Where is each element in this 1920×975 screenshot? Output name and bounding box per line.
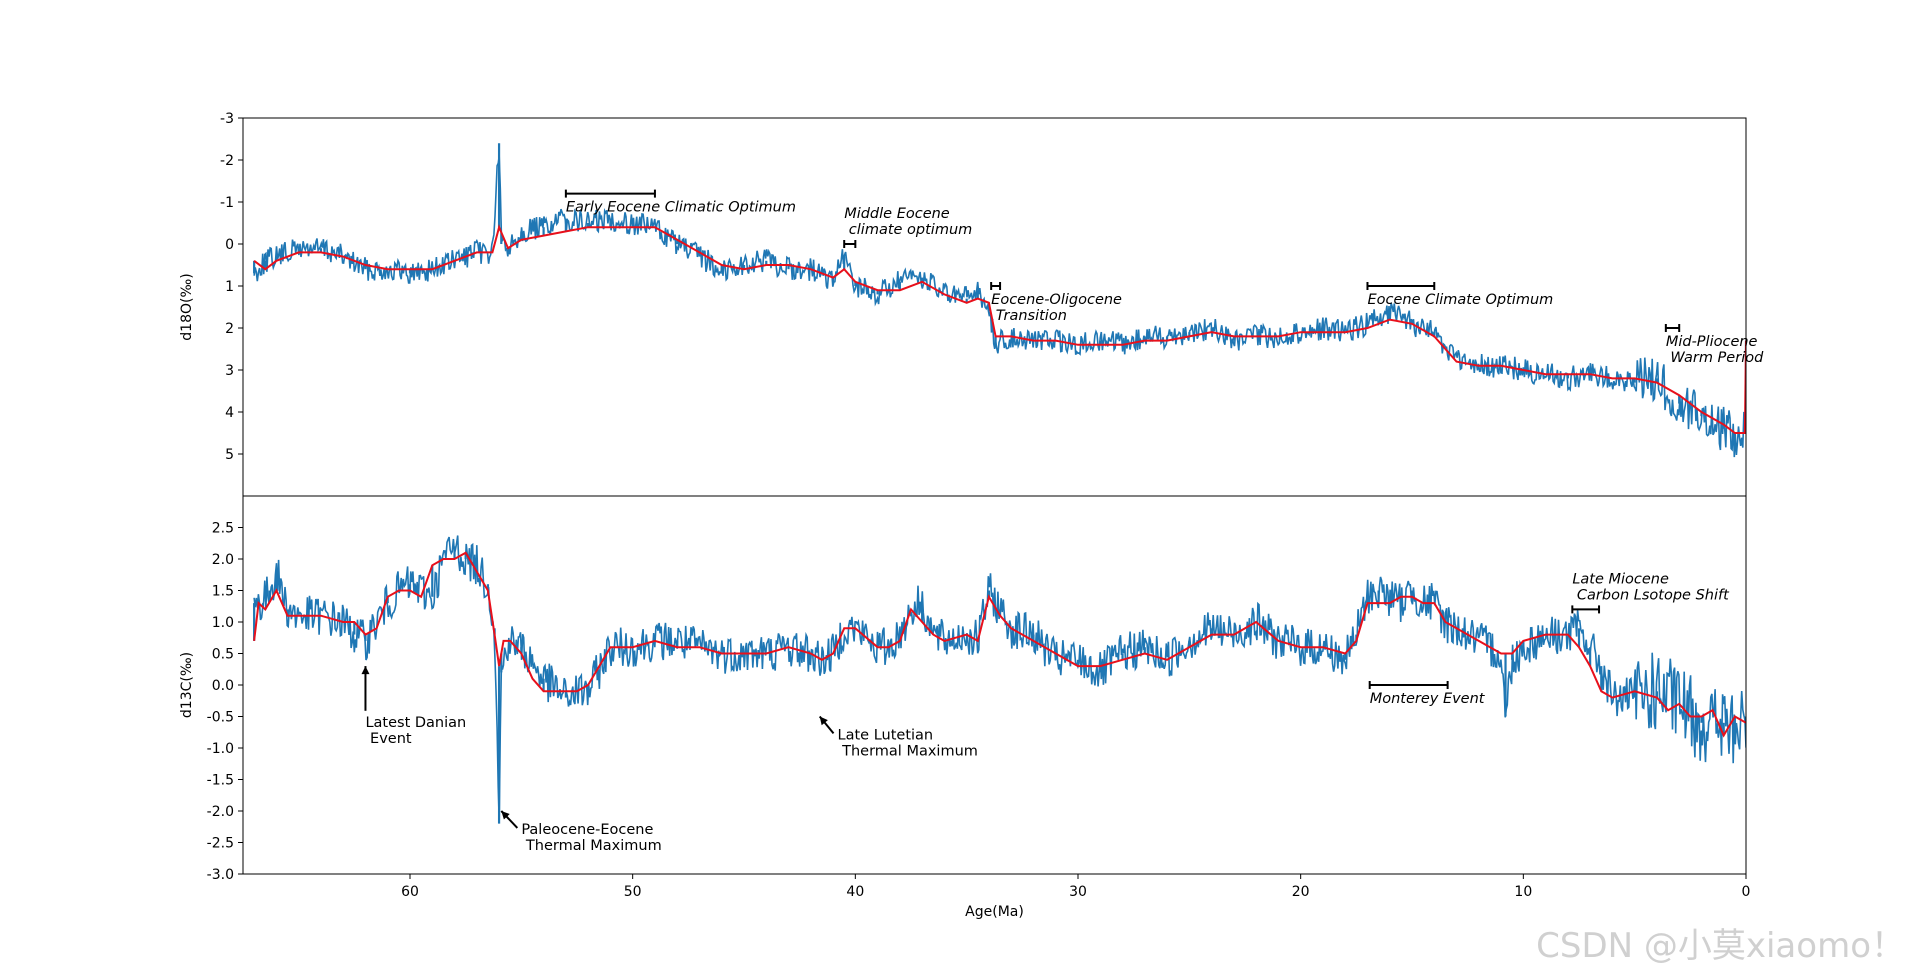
x-tick-label: 0 (1742, 884, 1751, 900)
y-tick-label: 3 (225, 363, 234, 379)
annotation-text-line: Thermal Maximum (521, 838, 661, 854)
annotation-text: Mid-Pliocene Warm Period (1666, 334, 1764, 366)
annotation-text-line: Mid-Pliocene (1666, 334, 1758, 350)
x-tick-label: 60 (401, 884, 419, 900)
annotation-text-line: Event (365, 731, 411, 747)
y-tick-label: 5 (225, 447, 234, 463)
smooth-series-line (253, 224, 1746, 434)
annotation-text-line: Paleocene-Eocene (521, 822, 653, 838)
d13c-panel: 2.5 2.0 1.5 1.0 0.5 0.0 -0.5 -1.0 -1.5 -2.0 -2.5 -3… (179, 495, 1751, 920)
annotation-text-line: Latest Danian (365, 715, 466, 731)
y-tick-label: -3 (220, 111, 234, 127)
y-tick-label: 2.0 (212, 552, 234, 568)
y-tick-label: 1.0 (212, 615, 234, 631)
annotation-text-line: Warm Period (1666, 350, 1764, 366)
y-tick-label: 0.0 (212, 678, 234, 694)
annotation-text-line: Middle Eocene (844, 206, 950, 222)
annotation-text-line: Eocene-Oligocene (991, 292, 1122, 308)
annotation-text-line: climate optimum (844, 222, 972, 238)
annotation-text: Late Miocene Carbon Lsotope Shift (1572, 571, 1730, 603)
annotation-text: Eocene Climate Optimum (1367, 292, 1553, 308)
x-tick-label: 50 (624, 884, 642, 900)
y-tick-label: -1 (220, 195, 234, 211)
y-tick-label: 2 (225, 321, 234, 337)
x-tick-label: 10 (1514, 884, 1532, 900)
d18o-panel: -3 -2 -1 0 1 2 3 4 5 d18O(‰) Early Eocene Climatic… (179, 111, 1764, 497)
annotation-text-line: Late Lutetian (838, 727, 934, 743)
plot-area (253, 535, 1746, 824)
annotation-text-line: Monterey Event (1370, 691, 1486, 707)
watermark-text: CSDN @小莫xiaomo！ (1536, 926, 1905, 966)
x-tick-label: 30 (1069, 884, 1087, 900)
y-tick-label: -0.5 (207, 710, 234, 726)
y-axis-label: d18O(‰) (179, 273, 195, 340)
y-tick-label: 4 (225, 405, 234, 421)
y-tick-label: -1.0 (207, 741, 234, 757)
y-tick-label: -3.0 (207, 867, 234, 883)
y-tick-label: 0.5 (212, 647, 234, 663)
y-tick-label: 2.5 (212, 521, 234, 537)
annotation-text-line: Early Eocene Climatic Optimum (566, 200, 796, 216)
y-tick-label: -1.5 (207, 773, 234, 789)
x-tick-label: 40 (846, 884, 864, 900)
annotation-text: Early Eocene Climatic Optimum (566, 200, 796, 216)
plot-area (253, 143, 1746, 458)
x-tick-label: 20 (1292, 884, 1310, 900)
annotation-text-line: Transition (991, 308, 1067, 324)
annotation-text: Middle Eocene climate optimum (844, 206, 972, 238)
raw-series-line (253, 155, 1746, 458)
annotation-text: Latest Danian Event (365, 715, 466, 747)
y-tick-label: 0 (225, 237, 234, 253)
y-tick-label: 1.5 (212, 584, 234, 600)
annotation-arrow-head (501, 811, 510, 820)
y-tick-label: -2 (220, 153, 234, 169)
y-tick-label: 1 (225, 279, 234, 295)
annotation-text-line: Carbon Lsotope Shift (1572, 587, 1730, 603)
y-axis-label: d13C(‰) (179, 652, 195, 718)
annotation-text: Late Lutetian Thermal Maximum (838, 727, 978, 759)
annotation-text: Monterey Event (1370, 691, 1486, 707)
annotation-arrow-head (819, 716, 828, 726)
annotation-text: Eocene-Oligocene Transition (991, 292, 1122, 324)
annotation-text-line: Late Miocene (1572, 571, 1669, 587)
y-tick-label: -2.5 (207, 836, 234, 852)
annotation-arrow-head (361, 666, 370, 675)
annotation-text-line: Thermal Maximum (838, 743, 978, 759)
annotation-text-line: Eocene Climate Optimum (1367, 292, 1553, 308)
annotation-text: Paleocene-Eocene Thermal Maximum (521, 822, 661, 854)
smooth-series-line (253, 551, 1746, 738)
x-axis-label: Age(Ma) (965, 904, 1024, 920)
y-tick-label: -2.0 (207, 804, 234, 820)
